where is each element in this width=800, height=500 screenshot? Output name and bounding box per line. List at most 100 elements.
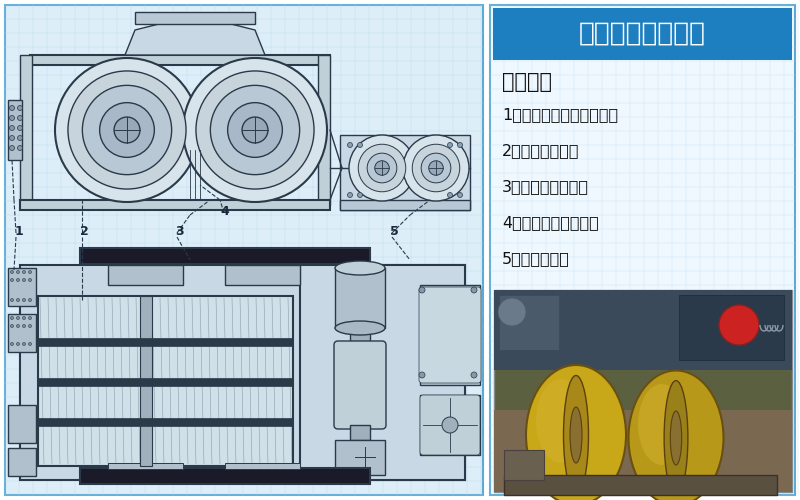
Bar (140, 296, 152, 466)
Bar (679, 295, 784, 360)
Ellipse shape (664, 380, 688, 496)
Bar (504, 475, 777, 495)
Text: 1: 1 (15, 225, 24, 238)
Bar (135, 12, 255, 24)
Circle shape (29, 298, 31, 302)
Circle shape (10, 316, 14, 320)
Circle shape (29, 324, 31, 328)
Bar (225, 463, 300, 469)
Circle shape (22, 278, 26, 281)
Bar (494, 290, 792, 492)
Circle shape (22, 342, 26, 345)
Bar (5, 5, 483, 495)
Ellipse shape (536, 379, 586, 463)
Ellipse shape (335, 261, 385, 275)
Bar (8, 100, 22, 160)
Circle shape (403, 135, 469, 201)
Circle shape (22, 298, 26, 302)
Circle shape (29, 316, 31, 320)
Bar (20, 265, 465, 480)
Circle shape (347, 142, 353, 148)
Text: 4: 4 (220, 205, 229, 218)
Circle shape (358, 142, 362, 148)
Circle shape (429, 160, 443, 176)
Circle shape (10, 342, 14, 345)
Circle shape (18, 126, 22, 130)
Circle shape (367, 153, 397, 183)
Bar (318, 55, 330, 205)
Bar (499, 295, 559, 350)
Circle shape (242, 117, 268, 143)
Bar (350, 425, 370, 440)
Circle shape (10, 106, 14, 110)
Circle shape (18, 116, 22, 120)
FancyBboxPatch shape (419, 287, 481, 383)
Circle shape (18, 146, 22, 150)
Bar (300, 265, 465, 480)
Text: 4．刮板（处理湿料）: 4．刮板（处理湿料） (502, 216, 598, 230)
Bar (38, 296, 293, 466)
Text: 5: 5 (390, 225, 398, 238)
Bar (108, 265, 183, 285)
Circle shape (419, 287, 425, 293)
Circle shape (183, 58, 327, 202)
Bar (8, 448, 36, 476)
Bar (225, 265, 300, 285)
Bar (80, 248, 370, 264)
Polygon shape (125, 20, 265, 55)
Circle shape (10, 324, 14, 328)
Bar (335, 268, 385, 328)
Ellipse shape (638, 384, 686, 465)
Bar (38, 378, 293, 386)
Bar (8, 314, 36, 352)
Bar (8, 405, 36, 443)
Bar (38, 338, 293, 346)
Bar (493, 8, 792, 60)
Circle shape (22, 324, 26, 328)
Bar (340, 200, 470, 210)
Circle shape (29, 278, 31, 281)
Circle shape (17, 324, 19, 328)
Circle shape (10, 126, 14, 130)
Circle shape (17, 270, 19, 274)
Circle shape (10, 116, 14, 120)
Text: 3: 3 (175, 225, 184, 238)
Circle shape (719, 305, 759, 345)
Circle shape (447, 192, 453, 198)
Circle shape (10, 270, 14, 274)
Bar (335, 440, 385, 475)
Text: 皮带对辊机结构图: 皮带对辊机结构图 (578, 21, 706, 47)
Bar (108, 463, 183, 469)
Circle shape (22, 270, 26, 274)
Circle shape (10, 136, 14, 140)
Bar (420, 395, 480, 455)
Circle shape (18, 106, 22, 110)
Ellipse shape (570, 407, 582, 463)
Circle shape (17, 278, 19, 281)
Text: 2．弹簧（压力）: 2．弹簧（压力） (502, 144, 579, 158)
Circle shape (349, 135, 415, 201)
Text: 现代金联机械: 现代金联机械 (168, 146, 232, 164)
Circle shape (114, 117, 140, 143)
Circle shape (68, 71, 186, 189)
Ellipse shape (563, 376, 589, 494)
Bar (8, 268, 36, 306)
Circle shape (458, 192, 462, 198)
Text: 2: 2 (80, 225, 89, 238)
Circle shape (18, 136, 22, 140)
Ellipse shape (526, 365, 626, 500)
Circle shape (419, 372, 425, 378)
Circle shape (55, 58, 199, 202)
Bar (504, 450, 544, 480)
Circle shape (17, 298, 19, 302)
Circle shape (10, 298, 14, 302)
Bar (20, 200, 330, 210)
Text: 5．电机减速机: 5．电机减速机 (502, 252, 570, 266)
Circle shape (82, 86, 172, 174)
Bar (38, 418, 293, 426)
Circle shape (29, 270, 31, 274)
Ellipse shape (335, 321, 385, 335)
Ellipse shape (629, 370, 723, 500)
Bar (20, 55, 32, 205)
Circle shape (228, 102, 282, 158)
